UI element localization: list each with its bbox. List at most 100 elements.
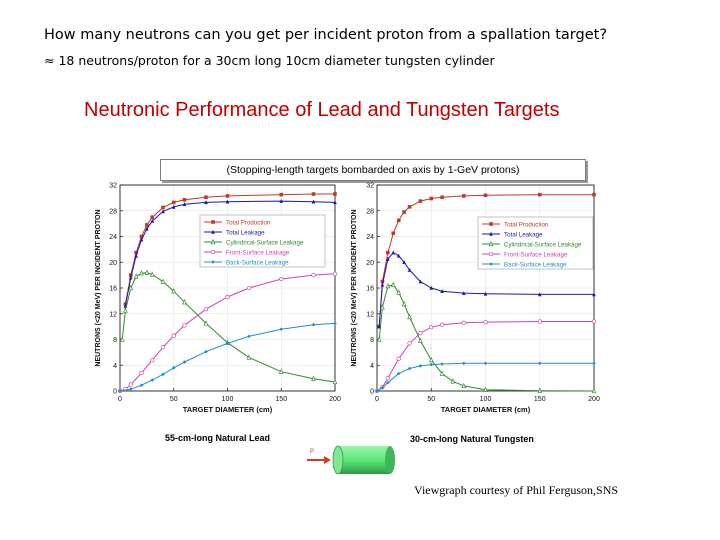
data-point bbox=[418, 199, 423, 203]
data-point bbox=[385, 283, 391, 289]
series-line-total_production bbox=[378, 194, 594, 327]
data-point bbox=[402, 260, 406, 265]
data-point bbox=[462, 194, 466, 198]
legend-label: Total Production bbox=[504, 221, 549, 228]
data-point bbox=[128, 275, 133, 280]
beam-arrow-icon bbox=[307, 456, 331, 464]
data-point bbox=[450, 378, 456, 384]
data-point bbox=[483, 291, 488, 296]
data-point bbox=[440, 195, 444, 200]
data-point bbox=[407, 313, 412, 320]
data-point bbox=[418, 279, 423, 284]
legend-label: Back-Surface Leakage bbox=[504, 261, 567, 268]
data-point bbox=[204, 195, 208, 200]
data-point bbox=[592, 192, 596, 197]
data-point bbox=[429, 362, 434, 367]
data-point bbox=[128, 273, 133, 277]
chart-0: 0 4 8 12 16 20 24 28 32 0 50 100 150 200 TARGET DIAMET… bbox=[95, 183, 341, 415]
x-tick-label: 200 bbox=[329, 396, 341, 403]
caption-lead: 55-cm-long Natural Lead bbox=[165, 433, 271, 443]
y-axis-label: NEUTRONS (<20 MeV) PER INCIDENT PROTON bbox=[95, 209, 102, 366]
figure-title: Neutronic Performance of Lead and Tungst… bbox=[84, 99, 560, 121]
y-tick-label: 4 bbox=[113, 363, 117, 370]
data-point bbox=[376, 336, 382, 342]
legend-box bbox=[477, 216, 594, 270]
data-point bbox=[375, 389, 379, 393]
y-tick-label: 20 bbox=[109, 260, 117, 267]
data-point bbox=[171, 288, 177, 294]
data-point bbox=[128, 284, 134, 291]
data-point bbox=[210, 249, 216, 255]
y-tick-label: 4 bbox=[370, 363, 374, 370]
data-point bbox=[402, 210, 406, 214]
data-point bbox=[171, 200, 176, 205]
data-point bbox=[150, 215, 155, 219]
data-point bbox=[461, 320, 466, 325]
data-point bbox=[483, 361, 488, 366]
x-axis-label: TARGET DIAMETER (cm) bbox=[183, 405, 273, 414]
data-point bbox=[396, 356, 401, 361]
data-point bbox=[225, 199, 230, 204]
data-point bbox=[134, 250, 138, 255]
y-tick-label: 12 bbox=[109, 311, 117, 318]
legend-label: Back-Surface Leakage bbox=[226, 259, 289, 266]
data-point bbox=[418, 330, 423, 336]
legend-label: Front-Surface Leakage bbox=[226, 249, 290, 256]
data-point bbox=[225, 294, 230, 300]
data-point bbox=[418, 364, 423, 368]
data-point bbox=[182, 202, 187, 207]
chart-1: 0 4 8 12 16 20 24 28 32 0 50 100 150 200 TARGET DIAMET… bbox=[351, 183, 600, 415]
data-point bbox=[247, 334, 251, 339]
series-line-total_leakage bbox=[378, 251, 594, 327]
data-point bbox=[123, 307, 128, 313]
data-point bbox=[204, 349, 208, 354]
data-point bbox=[483, 319, 488, 325]
series-line-cylindrical_surface_leakage bbox=[121, 272, 336, 383]
data-point bbox=[396, 371, 401, 376]
data-point bbox=[139, 383, 144, 388]
data-point bbox=[211, 260, 215, 264]
data-point bbox=[488, 240, 494, 247]
data-point bbox=[211, 220, 215, 224]
data-point bbox=[134, 253, 138, 258]
data-point bbox=[149, 271, 155, 277]
data-point bbox=[161, 205, 165, 210]
data-point bbox=[139, 270, 144, 276]
data-point bbox=[592, 361, 596, 366]
series-line-front_surface_leakage bbox=[119, 273, 336, 392]
data-point bbox=[537, 192, 542, 197]
x-tick-label: 150 bbox=[534, 396, 546, 403]
data-point bbox=[483, 193, 488, 198]
data-point bbox=[440, 289, 444, 294]
data-point bbox=[391, 231, 396, 236]
data-point bbox=[145, 223, 149, 227]
data-point bbox=[396, 289, 402, 295]
data-point bbox=[171, 333, 176, 338]
y-tick-label: 8 bbox=[370, 337, 374, 344]
data-point bbox=[279, 192, 284, 197]
data-point bbox=[332, 271, 338, 276]
data-point bbox=[333, 321, 337, 326]
data-point bbox=[489, 262, 493, 266]
x-tick-label: 100 bbox=[222, 396, 234, 403]
data-point bbox=[333, 192, 337, 196]
data-point bbox=[396, 253, 401, 258]
y-tick-label: 8 bbox=[113, 337, 117, 344]
y-tick-label: 24 bbox=[109, 234, 117, 241]
data-point bbox=[537, 292, 542, 297]
data-point bbox=[171, 366, 176, 370]
data-point bbox=[429, 285, 434, 290]
x-tick-label: 0 bbox=[118, 396, 122, 403]
series-line-cylindrical_surface_leakage bbox=[378, 284, 595, 392]
data-point bbox=[407, 267, 412, 272]
data-point bbox=[429, 325, 434, 330]
data-point bbox=[211, 229, 215, 234]
data-point bbox=[144, 269, 150, 275]
x-tick-label: 0 bbox=[375, 396, 379, 403]
data-point bbox=[139, 234, 144, 239]
data-point bbox=[150, 378, 155, 382]
x-tick-label: 50 bbox=[170, 396, 178, 403]
data-point bbox=[386, 256, 390, 261]
data-point bbox=[128, 387, 133, 391]
